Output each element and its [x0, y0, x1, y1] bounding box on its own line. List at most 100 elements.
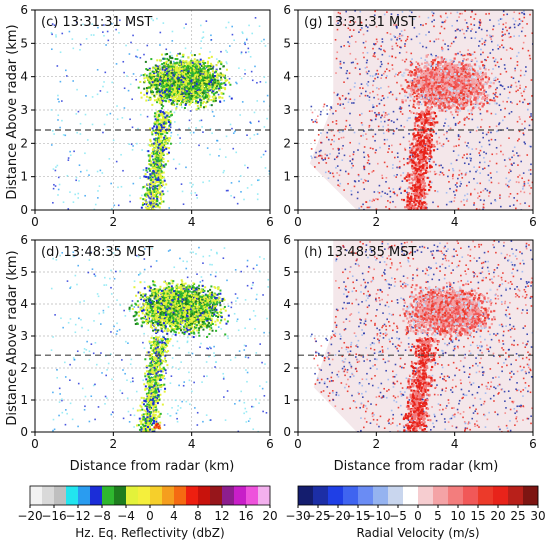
- velocity-speckle: [442, 39, 444, 42]
- velocity-speckle: [348, 42, 351, 45]
- echo-cell: [145, 90, 148, 93]
- velocity-speckle: [387, 62, 390, 65]
- echo-speckle: [72, 80, 74, 82]
- velocity-speckle: [464, 36, 466, 39]
- velocity-speckle: [377, 191, 379, 193]
- echo-cell: [159, 69, 162, 72]
- echo-speckle: [159, 44, 161, 46]
- velocity-speckle: [369, 119, 372, 121]
- velocity-speckle: [333, 158, 336, 161]
- y-tick-label: 2: [20, 136, 28, 150]
- velocity-speckle: [399, 46, 401, 48]
- echo-cell: [144, 206, 147, 209]
- echo-cell: [164, 99, 167, 102]
- echo-cell: [155, 85, 158, 88]
- velocity-speckle: [442, 145, 444, 148]
- velocity-speckle: [387, 85, 390, 88]
- echo-cell: [158, 74, 161, 77]
- echo-speckle: [52, 201, 54, 204]
- echo-speckle: [244, 73, 246, 75]
- echo-cell: [142, 202, 145, 205]
- echo-speckle: [223, 99, 226, 102]
- velocity-speckle: [315, 118, 318, 121]
- velocity-speckle: [444, 118, 447, 121]
- velocity-speckle: [473, 166, 475, 168]
- echo-cell: [164, 61, 167, 64]
- velocity-speckle: [458, 16, 460, 18]
- echo-speckle: [260, 40, 263, 43]
- velocity-speckle: [504, 165, 507, 168]
- velocity-speckle: [407, 117, 410, 119]
- velocity-speckle: [495, 146, 498, 149]
- echo-cell: [207, 99, 210, 102]
- echo-cell: [157, 65, 160, 68]
- velocity-speckle: [528, 54, 531, 57]
- velocity-speckle: [429, 170, 432, 173]
- velocity-speckle: [389, 201, 392, 204]
- echo-cell: [202, 64, 205, 67]
- velocity-speckle: [349, 88, 352, 91]
- echo-speckle: [85, 38, 88, 40]
- echo-cell: [202, 62, 205, 65]
- velocity-speckle: [502, 23, 505, 26]
- velocity-speckle: [393, 174, 396, 177]
- velocity-speckle: [483, 199, 485, 202]
- velocity-speckle: [456, 114, 459, 116]
- velocity-speckle: [516, 199, 518, 202]
- echo-cell: [186, 64, 189, 67]
- velocity-speckle: [500, 150, 502, 153]
- velocity-speckle: [523, 184, 526, 187]
- echo-cell: [152, 203, 155, 206]
- echo-speckle: [108, 158, 111, 160]
- velocity-speckle: [423, 72, 425, 75]
- echo-cell: [159, 93, 162, 96]
- echo-cell: [201, 83, 204, 86]
- velocity-speckle: [451, 25, 454, 27]
- velocity-speckle: [376, 40, 379, 43]
- velocity-speckle: [377, 73, 380, 75]
- echo-speckle: [98, 185, 101, 187]
- velocity-speckle: [497, 44, 499, 47]
- echo-speckle: [169, 51, 172, 54]
- echo-cell: [149, 72, 152, 75]
- velocity-speckle: [395, 42, 398, 45]
- velocity-speckle: [520, 30, 523, 33]
- velocity-speckle: [502, 10, 505, 13]
- echo-cell: [207, 68, 210, 71]
- panel-title: (c) 13:31:31 MST: [41, 15, 152, 30]
- echo-cell: [201, 68, 204, 71]
- echo-cell: [196, 89, 199, 92]
- echo-cell: [215, 68, 218, 71]
- echo-cell: [158, 161, 161, 164]
- velocity-speckle: [515, 207, 517, 210]
- echo-cell: [168, 124, 171, 127]
- echo-cell: [166, 75, 169, 78]
- echo-cell: [200, 99, 203, 102]
- echo-cell: [211, 79, 214, 82]
- echo-speckle: [159, 31, 162, 34]
- echo-cell: [162, 119, 165, 122]
- echo-cell: [147, 86, 150, 89]
- velocity-speckle: [488, 143, 491, 146]
- velocity-speckle: [464, 194, 466, 197]
- echo-cell: [178, 85, 181, 88]
- echo-cell: [154, 145, 157, 148]
- echo-cell: [152, 142, 155, 145]
- velocity-speckle: [343, 61, 345, 64]
- echo-cell: [151, 133, 154, 136]
- echo-cell: [205, 85, 208, 88]
- echo-cell: [156, 73, 159, 76]
- velocity-speckle: [518, 154, 521, 157]
- velocity-speckle: [386, 193, 389, 195]
- velocity-speckle: [331, 138, 333, 141]
- echo-cell: [193, 79, 196, 82]
- velocity-speckle: [396, 44, 399, 47]
- echo-cell: [207, 66, 210, 69]
- echo-speckle: [77, 192, 80, 195]
- echo-cell: [156, 166, 159, 169]
- velocity-speckle: [467, 146, 470, 149]
- velocity-speckle: [360, 83, 363, 85]
- echo-cell: [164, 89, 167, 92]
- velocity-speckle: [452, 167, 454, 170]
- velocity-speckle: [350, 61, 353, 64]
